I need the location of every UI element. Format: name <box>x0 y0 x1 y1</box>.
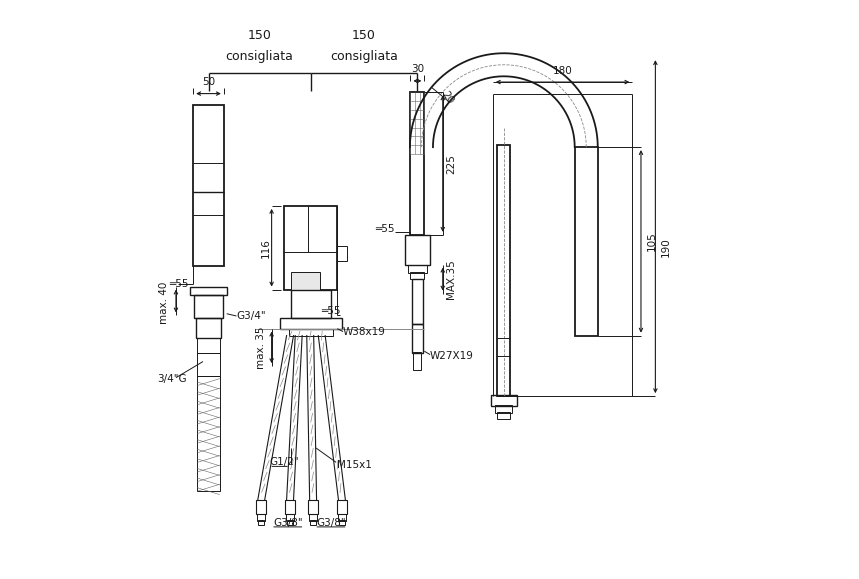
Text: W38x19: W38x19 <box>343 327 386 336</box>
Text: consigliata: consigliata <box>226 50 294 63</box>
Text: 150: 150 <box>352 30 376 42</box>
Bar <box>337 500 347 514</box>
Bar <box>290 272 320 290</box>
Bar <box>411 272 424 279</box>
Bar <box>286 514 294 521</box>
Bar <box>338 514 346 521</box>
Bar <box>190 287 228 295</box>
Text: G3/8": G3/8" <box>317 518 346 528</box>
Bar <box>289 329 332 336</box>
Bar <box>405 234 430 265</box>
Bar <box>309 514 317 521</box>
Text: M15x1: M15x1 <box>338 460 372 470</box>
Text: MAX.35: MAX.35 <box>447 259 456 299</box>
Text: 30: 30 <box>411 64 424 74</box>
Text: W27X19: W27X19 <box>430 351 474 361</box>
Text: 50: 50 <box>202 77 215 87</box>
Text: max. 35: max. 35 <box>256 327 266 369</box>
Text: ═55: ═55 <box>320 306 340 316</box>
Bar <box>575 147 598 336</box>
Bar <box>411 93 424 234</box>
Bar <box>497 145 510 396</box>
Bar <box>198 339 220 353</box>
Text: ═55: ═55 <box>169 278 188 289</box>
Bar <box>194 295 222 318</box>
Text: 225: 225 <box>447 153 456 174</box>
Text: 3/4"G: 3/4"G <box>157 374 187 384</box>
Bar <box>412 324 423 353</box>
Bar <box>411 279 423 324</box>
Text: 116: 116 <box>261 238 271 258</box>
Text: G3/8": G3/8" <box>273 518 303 528</box>
Bar <box>198 376 220 491</box>
Text: 150: 150 <box>247 30 271 42</box>
Text: 105: 105 <box>646 232 656 251</box>
Bar <box>256 500 266 514</box>
Bar <box>259 520 265 525</box>
Bar <box>280 318 342 329</box>
Text: ═55: ═55 <box>375 224 395 234</box>
Bar <box>495 405 513 413</box>
Bar <box>408 265 427 273</box>
Text: consigliata: consigliata <box>330 50 398 63</box>
Text: G1/2": G1/2" <box>270 457 299 467</box>
Bar <box>193 105 224 266</box>
Bar <box>198 353 220 376</box>
Bar <box>290 290 331 318</box>
Bar <box>287 520 293 525</box>
Bar <box>285 500 295 514</box>
Bar <box>257 514 265 521</box>
Text: 190: 190 <box>661 237 671 257</box>
Text: max. 40: max. 40 <box>160 281 169 324</box>
Text: G3/4": G3/4" <box>236 311 266 321</box>
Bar <box>338 246 346 261</box>
Bar <box>308 500 319 514</box>
Bar <box>338 520 345 525</box>
Bar <box>413 351 422 370</box>
Text: 20: 20 <box>440 89 455 106</box>
Text: 180: 180 <box>552 65 572 75</box>
Bar <box>497 412 510 419</box>
Bar <box>196 318 222 339</box>
Bar <box>490 395 517 406</box>
Bar <box>284 206 338 290</box>
Bar <box>310 520 316 525</box>
